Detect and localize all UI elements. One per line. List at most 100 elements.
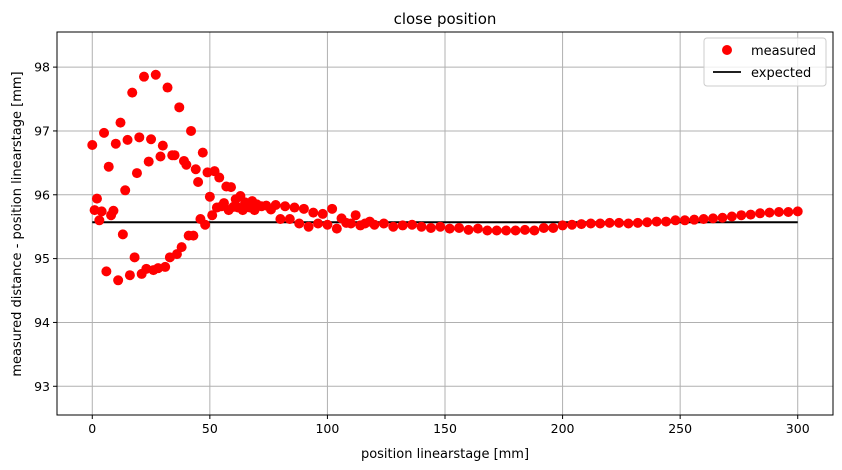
measured-point (773, 207, 784, 218)
x-tick-label: 300 (786, 421, 810, 436)
legend-label-expected: expected (751, 66, 811, 81)
measured-point (214, 172, 225, 183)
measured-point (129, 252, 140, 263)
y-axis-label: measured distance - position linearstage… (10, 71, 25, 376)
measured-point (313, 218, 324, 229)
measured-point (435, 221, 446, 232)
measured-point (94, 215, 105, 226)
measured-point (117, 229, 128, 240)
measured-point (113, 275, 124, 286)
measured-point (755, 208, 766, 219)
y-tick-label: 94 (34, 315, 50, 330)
measured-point (176, 242, 187, 253)
measured-point (99, 127, 110, 138)
measured-point (745, 209, 756, 220)
measured-point (623, 218, 634, 229)
measured-point (270, 199, 281, 210)
y-axis-ticks: 93 94 95 96 97 98 (34, 60, 57, 394)
y-tick-label: 93 (34, 379, 50, 394)
measured-point (425, 222, 436, 233)
measured-point (378, 218, 389, 229)
measured-point (322, 219, 333, 230)
measured-point (764, 207, 775, 218)
measured-point (96, 206, 107, 217)
measured-point (188, 230, 199, 241)
measured-point (197, 147, 208, 158)
measured-point (369, 219, 380, 230)
measured-point (169, 150, 180, 161)
measured-point (139, 71, 150, 82)
measured-point (557, 220, 568, 231)
measured-point (717, 212, 728, 223)
measured-series (87, 69, 803, 286)
measured-point (115, 117, 126, 128)
measured-point (388, 221, 399, 232)
x-axis-label: position linearstage [mm] (361, 447, 529, 462)
measured-point (510, 225, 521, 236)
measured-point (103, 161, 114, 172)
x-tick-label: 0 (88, 421, 96, 436)
measured-point (294, 218, 305, 229)
measured-point (736, 210, 747, 221)
measured-point (190, 164, 201, 175)
measured-point (308, 207, 319, 218)
measured-point (519, 224, 530, 235)
measured-point (143, 156, 154, 167)
measured-point (193, 177, 204, 188)
measured-point (298, 203, 309, 214)
measured-point (350, 210, 361, 221)
measured-point (529, 225, 540, 236)
measured-point (200, 219, 211, 230)
measured-point (651, 216, 662, 227)
measured-point (501, 225, 512, 236)
measured-point (207, 210, 218, 221)
measured-point (284, 214, 295, 225)
legend-label-measured: measured (751, 44, 816, 59)
measured-point (444, 223, 455, 234)
measured-point (101, 266, 112, 277)
measured-point (632, 217, 643, 228)
chart-title: close position (394, 10, 497, 28)
measured-point (726, 211, 737, 222)
measured-point (670, 215, 681, 226)
measured-point (155, 151, 166, 162)
measured-point (708, 213, 719, 224)
measured-point (416, 221, 427, 232)
measured-point (679, 215, 690, 226)
measured-point (87, 139, 98, 150)
y-tick-label: 95 (34, 251, 50, 266)
x-tick-label: 250 (668, 421, 692, 436)
measured-point (181, 159, 192, 170)
measured-point (171, 249, 182, 260)
measured-point (127, 87, 138, 98)
y-tick-label: 98 (34, 60, 50, 75)
measured-point (345, 218, 356, 229)
measured-point (472, 223, 483, 234)
y-tick-label: 96 (34, 187, 50, 202)
measured-point (614, 217, 625, 228)
measured-point (160, 261, 171, 272)
measured-point (642, 217, 653, 228)
measured-point (792, 206, 803, 217)
x-tick-label: 100 (315, 421, 339, 436)
measured-point (162, 82, 173, 93)
measured-point (576, 219, 587, 230)
grid (57, 32, 833, 415)
measured-point (186, 125, 197, 136)
measured-point (157, 140, 168, 151)
measured-point (120, 185, 131, 196)
measured-point (331, 223, 342, 234)
measured-point (585, 218, 596, 229)
measured-point (204, 191, 215, 202)
measured-point (108, 205, 119, 216)
measured-point (783, 207, 794, 218)
measured-point (595, 218, 606, 229)
measured-point (110, 138, 121, 149)
measured-point (454, 222, 465, 233)
measured-point (91, 193, 102, 204)
x-tick-label: 50 (202, 421, 218, 436)
measured-point (661, 216, 672, 227)
measured-point (122, 134, 133, 145)
